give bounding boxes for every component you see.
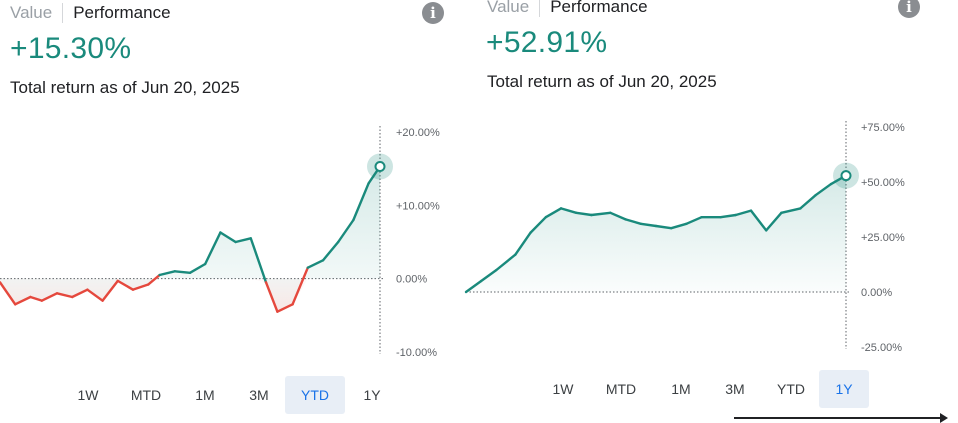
info-icon[interactable]: i — [422, 2, 444, 24]
total-return-value: +52.91% — [486, 26, 607, 60]
y-tick-label: 0.00% — [396, 274, 427, 286]
y-tick-label: +25.00% — [861, 232, 905, 244]
range-1m-button[interactable]: 1M — [177, 376, 233, 414]
total-return-value: +15.30% — [10, 32, 131, 66]
y-tick-label: 0.00% — [861, 287, 892, 299]
y-tick-label: +10.00% — [396, 200, 440, 212]
panel-tabs: Value Performance — [10, 0, 171, 26]
range-1m-button[interactable]: 1M — [655, 370, 707, 408]
range-1y-button[interactable]: 1Y — [819, 370, 869, 408]
range-selector: 1W MTD 1M 3M YTD 1Y — [539, 370, 869, 408]
range-1y-button[interactable]: 1Y — [345, 376, 399, 414]
y-tick-label: +75.00% — [861, 122, 905, 134]
value-tab[interactable]: Value — [487, 0, 540, 17]
total-return-subtitle: Total return as of Jun 20, 2025 — [487, 72, 717, 92]
performance-tab[interactable]: Performance — [540, 0, 647, 17]
performance-chart-ytd[interactable]: +20.00% +10.00% 0.00% -10.00% — [0, 120, 470, 365]
range-ytd-button[interactable]: YTD — [285, 376, 345, 414]
area-fill — [466, 176, 846, 292]
range-mtd-button[interactable]: MTD — [587, 370, 655, 408]
performance-panel-ytd: Value Performance i +15.30% Total return… — [0, 0, 470, 421]
y-tick-label: -10.00% — [396, 347, 437, 359]
range-1w-button[interactable]: 1W — [539, 370, 587, 408]
value-tab[interactable]: Value — [10, 3, 63, 23]
y-tick-label: +50.00% — [861, 177, 905, 189]
scroll-indicator-line — [734, 417, 942, 419]
performance-tab[interactable]: Performance — [63, 3, 170, 23]
range-mtd-button[interactable]: MTD — [115, 376, 177, 414]
y-tick-label: -25.00% — [861, 342, 902, 354]
y-tick-label: +20.00% — [396, 127, 440, 139]
range-selector: 1W MTD 1M 3M YTD 1Y — [61, 376, 399, 414]
negative-area-fill — [0, 279, 380, 312]
current-value-marker — [842, 171, 851, 180]
arrow-right-icon — [940, 413, 948, 423]
info-icon[interactable]: i — [898, 0, 920, 18]
range-3m-button[interactable]: 3M — [707, 370, 763, 408]
current-value-marker — [376, 162, 385, 171]
range-ytd-button[interactable]: YTD — [763, 370, 819, 408]
panel-tabs: Value Performance — [487, 0, 648, 20]
series-line-segment — [175, 271, 190, 272]
range-3m-button[interactable]: 3M — [233, 376, 285, 414]
total-return-subtitle: Total return as of Jun 20, 2025 — [10, 78, 240, 98]
performance-chart-1y[interactable]: +75.00% +50.00% +25.00% 0.00% -25.00% — [466, 115, 946, 360]
range-1w-button[interactable]: 1W — [61, 376, 115, 414]
performance-panel-1y: Value Performance i +52.91% Total return… — [478, 0, 958, 421]
